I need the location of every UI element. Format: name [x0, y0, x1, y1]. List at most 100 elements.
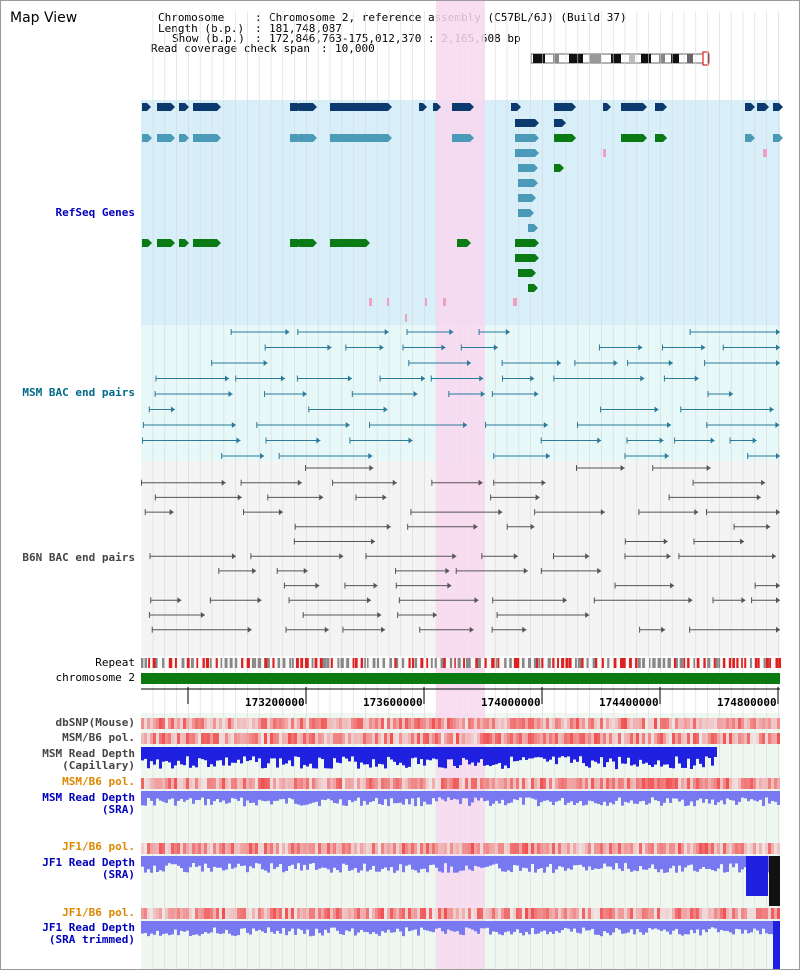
msm-b6-pol-heat — [732, 733, 735, 744]
msm-b6-pol-heat — [141, 733, 144, 744]
msm-sra-depth-bar — [234, 791, 237, 799]
repeat-mark — [289, 658, 291, 668]
msm-capillary-depth-bar — [342, 747, 345, 757]
msm-capillary-depth-bar — [195, 747, 198, 768]
msm-capillary-depth-bar — [426, 747, 429, 760]
jf1-b6-pol-heat — [687, 908, 690, 919]
jf1-trimmed-depth-bar — [408, 921, 411, 932]
jf1-sra-depth-bar — [423, 856, 426, 869]
jf1-trimmed-depth-bar — [318, 921, 321, 933]
msm-b6-pol-heat — [504, 778, 507, 789]
repeat-mark — [722, 658, 726, 668]
msm-b6-pol-heat — [159, 778, 162, 789]
jf1-b6-pol-heat — [546, 843, 549, 854]
repeat-mark — [326, 658, 330, 668]
msm-capillary-depth-bar — [336, 747, 339, 763]
chromosome-ideogram[interactable] — [529, 51, 715, 67]
msm-b6-pol-heat — [354, 733, 357, 744]
repeat-mark — [307, 658, 309, 668]
dbsnp-heat — [711, 718, 714, 729]
repeat-mark — [468, 658, 471, 668]
msm-capillary-depth-bar — [378, 747, 381, 764]
jf1-trimmed-depth-bar — [561, 921, 564, 931]
msm-capillary-depth-bar — [441, 747, 444, 768]
msm-b6-pol-heat — [531, 733, 534, 744]
msm-capillary-depth-bar — [585, 747, 588, 767]
jf1-b6-pol-heat — [474, 908, 477, 919]
msm-sra-depth-bar — [390, 791, 393, 799]
msm-capillary-depth-bar — [141, 747, 144, 761]
gene-block — [773, 134, 779, 142]
jf1-b6-pol-heat — [189, 908, 192, 919]
gene-arrow-icon — [607, 103, 611, 111]
msm-capillary-depth-bar — [621, 747, 624, 764]
msm-b6-pol-heat — [570, 778, 573, 789]
msm-b6-pol-heat — [201, 733, 204, 744]
jf1-b6-pol-heat — [630, 843, 633, 854]
msm-b6-pol-heat — [615, 778, 618, 789]
jf1-trimmed-depth-bar — [648, 921, 651, 929]
dbsnp-heat — [378, 718, 381, 729]
jf1-sra-depth-bar — [570, 856, 573, 870]
msm-sra-depth-bar — [306, 791, 309, 805]
jf1-sra-depth-bar — [510, 856, 513, 873]
dbsnp-heat — [435, 718, 438, 729]
msm-b6-pol-heat — [678, 733, 681, 744]
jf1-b6-pol-heat — [156, 843, 159, 854]
msm-sra-depth-bar — [663, 791, 666, 803]
dbsnp-heat — [282, 718, 285, 729]
dbsnp-heat — [408, 718, 411, 729]
msm-sra-depth-bar — [333, 791, 336, 804]
msm-b6-pol-heat — [573, 778, 576, 789]
msm-b6-pol-heat — [456, 778, 459, 789]
msm-sra-depth-bar — [423, 791, 426, 802]
jf1-trimmed-depth-bar — [492, 921, 495, 932]
dbsnp-heat — [183, 718, 186, 729]
jf1-trimmed-depth-bar — [741, 921, 744, 934]
gene-block — [179, 134, 185, 142]
dbsnp-heat — [609, 718, 612, 729]
repeat-mark — [426, 658, 429, 668]
jf1-b6-pol-heat — [672, 908, 675, 919]
msm-b6-pol-label-1: MSM/B6 pol. — [62, 731, 135, 744]
msm-bac-pair-arrow-icon — [769, 406, 774, 413]
jf1-b6-pol-heat — [330, 908, 333, 919]
msm-b6-pol-heat — [642, 733, 645, 744]
msm-b6-pol-heat — [516, 733, 519, 744]
msm-bac-pair-arrow-icon — [228, 391, 233, 397]
msm-bac-pair-arrow-icon — [463, 422, 468, 428]
jf1-b6-pol-heat — [321, 843, 324, 854]
msm-capillary-depth-bar — [420, 747, 423, 760]
dbsnp-heat — [567, 718, 570, 729]
axis-tick-label: 173200000 — [245, 696, 305, 709]
jf1-b6-pol-heat — [549, 843, 552, 854]
dbsnp-heat — [411, 718, 414, 729]
jf1-trimmed-depth-bar — [498, 921, 501, 935]
msm-b6-pol-heat — [351, 778, 354, 789]
msm-sra-depth-bar — [720, 791, 723, 801]
jf1-sra-depth-bar — [516, 856, 519, 866]
jf1-b6-pol-heat — [540, 908, 543, 919]
jf1-b6-pol-heat — [519, 908, 522, 919]
msm-b6-pol-heat — [744, 778, 747, 789]
jf1-b6-pol-heat — [513, 843, 516, 854]
msm-sra-depth-bar — [357, 791, 360, 798]
jf1-trimmed-depth-bar — [483, 921, 486, 929]
gene-arrow-icon — [532, 269, 536, 277]
repeat-mark — [533, 658, 538, 668]
msm-capillary-depth-bar — [567, 747, 570, 757]
msm-b6-pol-heat — [216, 733, 219, 744]
msm-capillary-depth-bar — [183, 747, 186, 766]
jf1-b6-pol-heat — [501, 843, 504, 854]
gene-block — [419, 103, 423, 111]
jf1-sra-depth-bar — [522, 856, 525, 868]
msm-sra-depth-bar — [186, 791, 189, 800]
jf1-trimmed-depth-bar — [726, 921, 729, 931]
jf1-b6-pol-heat — [711, 908, 714, 919]
msm-bac-pair-arrow-icon — [701, 344, 706, 351]
jf1-b6-pol-heat — [648, 843, 651, 854]
msm-b6-pol-heat — [660, 778, 663, 789]
jf1-b6-pol-heat — [624, 843, 627, 854]
msm-b6-pol-heat — [411, 733, 414, 744]
